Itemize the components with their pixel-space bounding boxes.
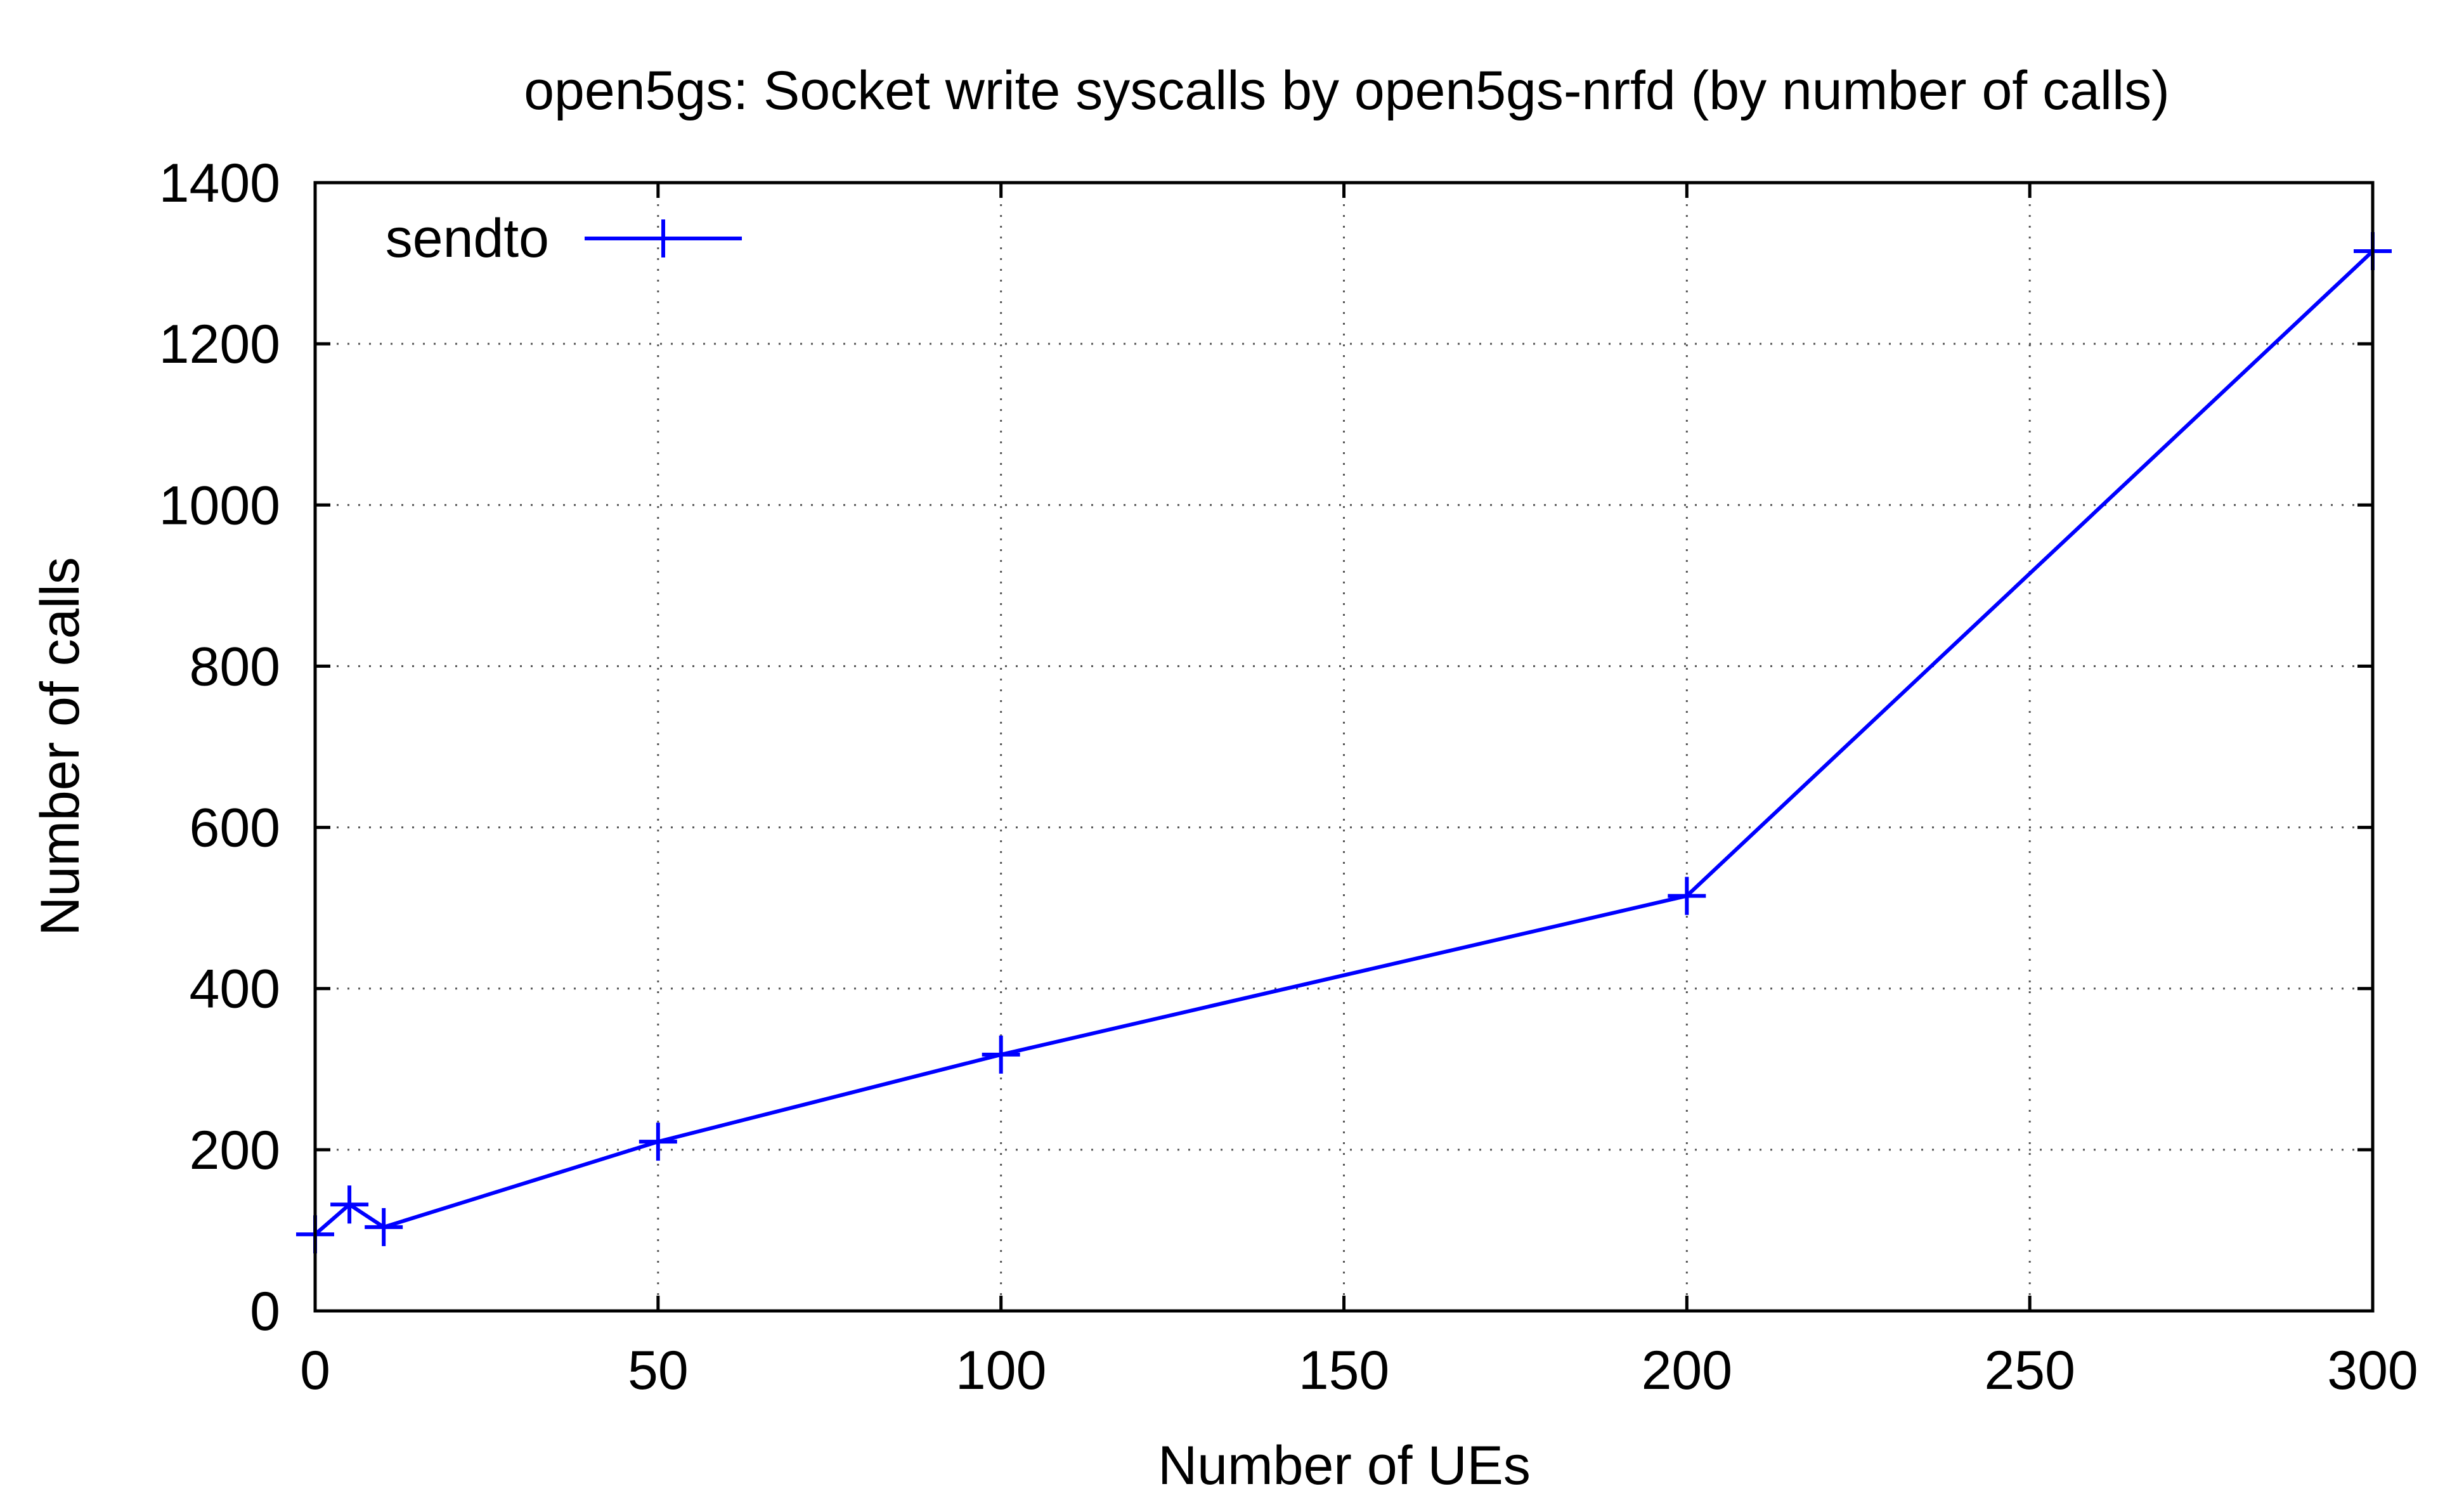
legend-label-sendto: sendto [386,208,549,269]
data-point-marker [330,1185,369,1224]
y-tick-label: 400 [190,959,281,1020]
x-tick-label: 200 [1642,1340,1733,1401]
y-tick-labels: 0 200 400 600 800 1000 1200 1400 [159,153,280,1342]
y-tick-label: 200 [190,1120,281,1181]
y-tick-label: 0 [250,1281,280,1342]
data-point-marker [639,1123,677,1161]
y-tick-label: 600 [190,798,281,859]
legend: sendto [386,208,742,269]
plot-area-border [313,181,2375,1313]
data-point-marker [1668,876,1706,915]
y-tick-label: 1200 [159,314,280,375]
chart-title: open5gs: Socket write syscalls by open5g… [524,60,2170,121]
y-tick-label: 1400 [159,153,280,214]
y-tick-label: 800 [190,636,281,697]
grid-lines [315,183,2373,1311]
x-tick-label: 100 [956,1340,1047,1401]
x-tick-labels: 0 50 100 150 200 250 300 [300,1340,2418,1401]
y-tick-label: 1000 [159,475,280,536]
x-tick-label: 0 [300,1340,330,1401]
x-axis-label: Number of UEs [1158,1435,1531,1496]
legend-marker-sendto [644,219,682,257]
x-tick-label: 250 [1984,1340,2075,1401]
data-point-marker [982,1035,1020,1074]
data-point-marker [365,1208,403,1246]
x-tick-label: 300 [2327,1340,2418,1401]
x-tick-label: 50 [628,1340,689,1401]
y-axis-label: Number of calls [30,557,91,935]
x-tick-label: 150 [1299,1340,1390,1401]
